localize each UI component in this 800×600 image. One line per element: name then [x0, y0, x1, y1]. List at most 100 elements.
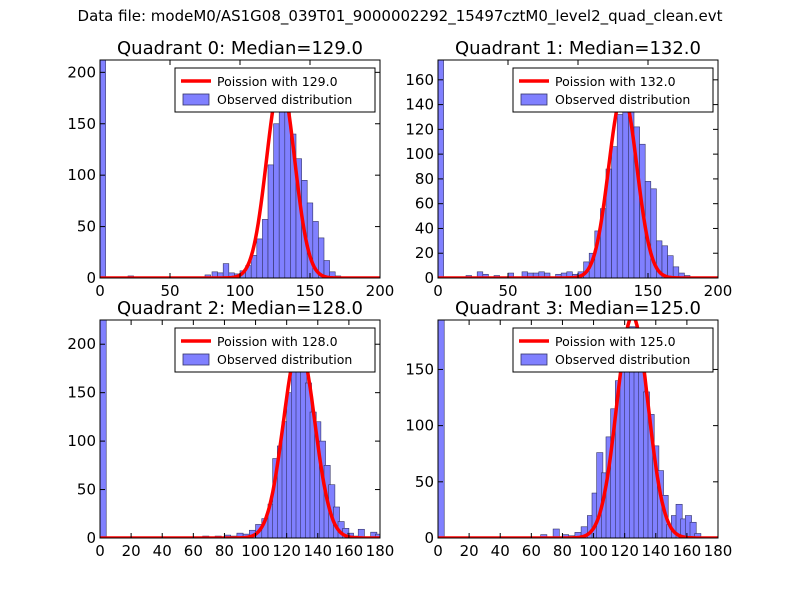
legend-bar-swatch	[182, 353, 210, 366]
histogram-bar	[262, 219, 269, 278]
x-tick-label: 200	[366, 282, 395, 300]
y-tick-label: 200	[67, 335, 96, 353]
y-tick-label: 140	[405, 96, 434, 114]
x-tick-label: 0	[95, 282, 105, 300]
x-tick-label: 50	[160, 282, 179, 300]
x-tick-label: 140	[641, 542, 670, 560]
x-tick-label: 160	[335, 542, 364, 560]
quadrant-0-panel: Quadrant 0: Median=129.0 0 50 100 150 200 0 50 1…	[67, 38, 394, 300]
y-tick-label: 100	[405, 145, 434, 163]
panel-title: Quadrant 1: Median=132.0	[455, 38, 701, 59]
legend-bar-swatch	[182, 93, 210, 106]
legend-label-observed: Observed distribution	[217, 92, 352, 107]
x-tick-label: 0	[433, 542, 443, 560]
histogram-bar	[552, 528, 560, 538]
x-tick-label: 150	[296, 282, 325, 300]
x-tick-label: 40	[153, 542, 172, 560]
legend-label-observed: Observed distribution	[555, 92, 690, 107]
x-tick-label: 160	[673, 542, 702, 560]
x-tick-label: 0	[95, 542, 105, 560]
y-tick-label: 100	[67, 432, 96, 450]
y-tick-label: 80	[415, 170, 434, 188]
y-tick-label: 0	[424, 269, 434, 287]
histogram-bar	[438, 320, 445, 538]
y-tick-label: 50	[415, 473, 434, 491]
x-tick-label: 100	[564, 282, 593, 300]
y-tick-label: 160	[405, 71, 434, 89]
y-tick-label: 100	[67, 166, 96, 184]
histogram-bar	[611, 146, 618, 278]
histogram-bar	[267, 164, 274, 278]
histogram-bar	[100, 320, 107, 538]
y-tick-label: 100	[405, 417, 434, 435]
x-tick-label: 80	[553, 542, 572, 560]
histogram-bar	[273, 123, 280, 278]
quadrant-2-panel: Quadrant 2: Median=128.00 20 40 60 80 100 120 1…	[67, 298, 394, 560]
legend-label-observed: Observed distribution	[555, 352, 690, 367]
panel-title: Quadrant 0: Median=129.0	[117, 38, 363, 59]
x-tick-label: 40	[491, 542, 510, 560]
y-tick-label: 20	[415, 244, 434, 262]
y-tick-label: 0	[424, 529, 434, 547]
legend: Poission with 132.0 Observed distribution	[512, 67, 714, 113]
legend-label-observed: Observed distribution	[217, 352, 352, 367]
histogram-bar	[278, 90, 286, 278]
x-tick-label: 100	[241, 542, 270, 560]
x-tick-label: 60	[184, 542, 203, 560]
panel-title: Quadrant 2: Median=128.0	[117, 298, 363, 319]
y-tick-label: 0	[86, 269, 96, 287]
histogram-bar	[100, 60, 106, 278]
x-tick-label: 100	[579, 542, 608, 560]
quadrant-1-panel: Quadrant 1: Median=132.0 0 50 100 150 200 0 20 4…	[405, 38, 732, 300]
histogram-bar	[357, 528, 365, 538]
y-tick-label: 120	[405, 120, 434, 138]
y-tick-label: 60	[415, 195, 434, 213]
histogram-bar	[438, 60, 444, 278]
y-tick-label: 50	[77, 481, 96, 499]
histogram-bar	[256, 238, 263, 278]
quadrant-3-panel: Quadrant 3: Median=125.00 20 40 60 80 100 120 1…	[405, 298, 732, 560]
histogram-bar	[689, 521, 697, 538]
x-tick-label: 80	[215, 542, 234, 560]
histogram-bar	[318, 237, 325, 278]
legend: Poission with 129.0 Observed distribution	[174, 67, 376, 113]
legend-label-fit: Poission with 125.0	[555, 334, 676, 349]
y-tick-label: 50	[77, 218, 96, 236]
legend-bar-swatch	[520, 93, 548, 106]
histogram-bar	[222, 263, 230, 278]
x-tick-label: 180	[366, 542, 395, 560]
y-tick-label: 150	[67, 384, 96, 402]
x-tick-label: 120	[610, 542, 639, 560]
histogram-bar	[329, 271, 336, 278]
x-tick-label: 60	[522, 542, 541, 560]
figure-title: Data file: modeM0/AS1G08_039T01_90000022…	[77, 7, 723, 25]
legend-label-fit: Poission with 132.0	[555, 74, 676, 89]
x-tick-label: 100	[226, 282, 255, 300]
panel-title: Quadrant 3: Median=125.0	[455, 298, 701, 319]
x-tick-label: 120	[272, 542, 301, 560]
x-tick-label: 180	[704, 542, 733, 560]
histogram-bar	[375, 533, 380, 538]
histogram-bar	[667, 255, 674, 278]
legend-label-fit: Poission with 129.0	[217, 74, 338, 89]
x-tick-label: 140	[303, 542, 332, 560]
legend: Poission with 128.0 Observed distribution	[174, 327, 376, 373]
axes-frame	[437, 319, 719, 539]
legend-bar-swatch	[520, 353, 548, 366]
y-tick-label: 200	[67, 63, 96, 81]
histogram-bar	[622, 101, 629, 278]
histogram-bar	[306, 202, 314, 278]
y-tick-label: 150	[67, 115, 96, 133]
histogram-bar	[616, 114, 624, 278]
histogram-bar	[284, 111, 291, 278]
x-tick-label: 150	[634, 282, 663, 300]
x-tick-label: 0	[433, 282, 443, 300]
y-tick-label: 150	[405, 360, 434, 378]
axes-frame	[99, 319, 381, 539]
x-tick-label: 20	[122, 542, 141, 560]
y-tick-label: 0	[86, 529, 96, 547]
x-tick-label: 20	[460, 542, 479, 560]
y-tick-label: 40	[415, 219, 434, 237]
